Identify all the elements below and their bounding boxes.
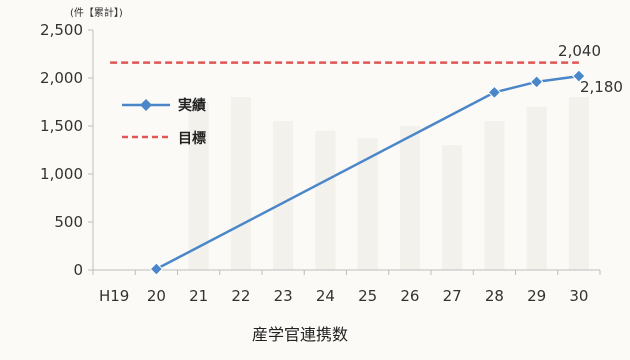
data-point-actual [529, 75, 544, 89]
data-point-actual [149, 262, 164, 276]
x-tick-label: 23 [274, 287, 293, 305]
legend-marker-actual [140, 99, 152, 111]
unit-label: (件【累計】) [70, 6, 123, 19]
x-tick-label: 29 [527, 287, 546, 305]
series-layer [110, 61, 586, 276]
background-bar [568, 97, 589, 270]
background-bar [273, 121, 294, 270]
data-point-actual [572, 69, 586, 83]
background-bar [399, 126, 420, 270]
x-tick-label: 26 [400, 287, 419, 305]
background-bar [230, 97, 251, 270]
y-tick-label: 1,500 [40, 117, 83, 135]
background-bar [315, 130, 336, 270]
x-tick-label: 27 [443, 287, 462, 305]
series-line-actual [155, 74, 580, 271]
background-bar [188, 102, 209, 270]
y-tick-label: 1,000 [40, 165, 83, 183]
x-tick-label: 25 [358, 287, 377, 305]
x-tick-label: 21 [189, 287, 208, 305]
y-tick-label: 2,500 [40, 21, 83, 39]
x-tick-label: 22 [231, 287, 250, 305]
background-bar [357, 138, 378, 270]
background-bar [484, 121, 505, 270]
annotations: 2,040 2,180 [558, 42, 623, 96]
background-bars [188, 97, 589, 270]
x-tick-label: 28 [485, 287, 504, 305]
x-axis: H19 20 21 22 23 24 25 26 27 28 29 30 [92, 269, 601, 305]
background-bar [442, 145, 463, 270]
x-tick-label: 30 [569, 287, 588, 305]
y-tick-label: 500 [54, 213, 83, 231]
x-tick-label: H19 [99, 287, 129, 305]
x-tick-label: 20 [147, 287, 166, 305]
data-label: 2,180 [580, 78, 623, 96]
y-tick-label: 0 [73, 261, 83, 279]
x-axis-title: 産学官連携数 [252, 325, 348, 344]
data-point-actual [487, 85, 502, 100]
background-bar [526, 106, 547, 270]
legend-label-actual: 実績 [178, 97, 206, 114]
x-tick-label: 24 [316, 287, 335, 305]
y-tick-label: 2,000 [40, 69, 83, 87]
data-label: 2,040 [558, 42, 601, 60]
y-axis: 0 500 1,000 1,500 2,000 2,500 [40, 21, 94, 279]
legend-label-target: 目標 [178, 130, 206, 147]
